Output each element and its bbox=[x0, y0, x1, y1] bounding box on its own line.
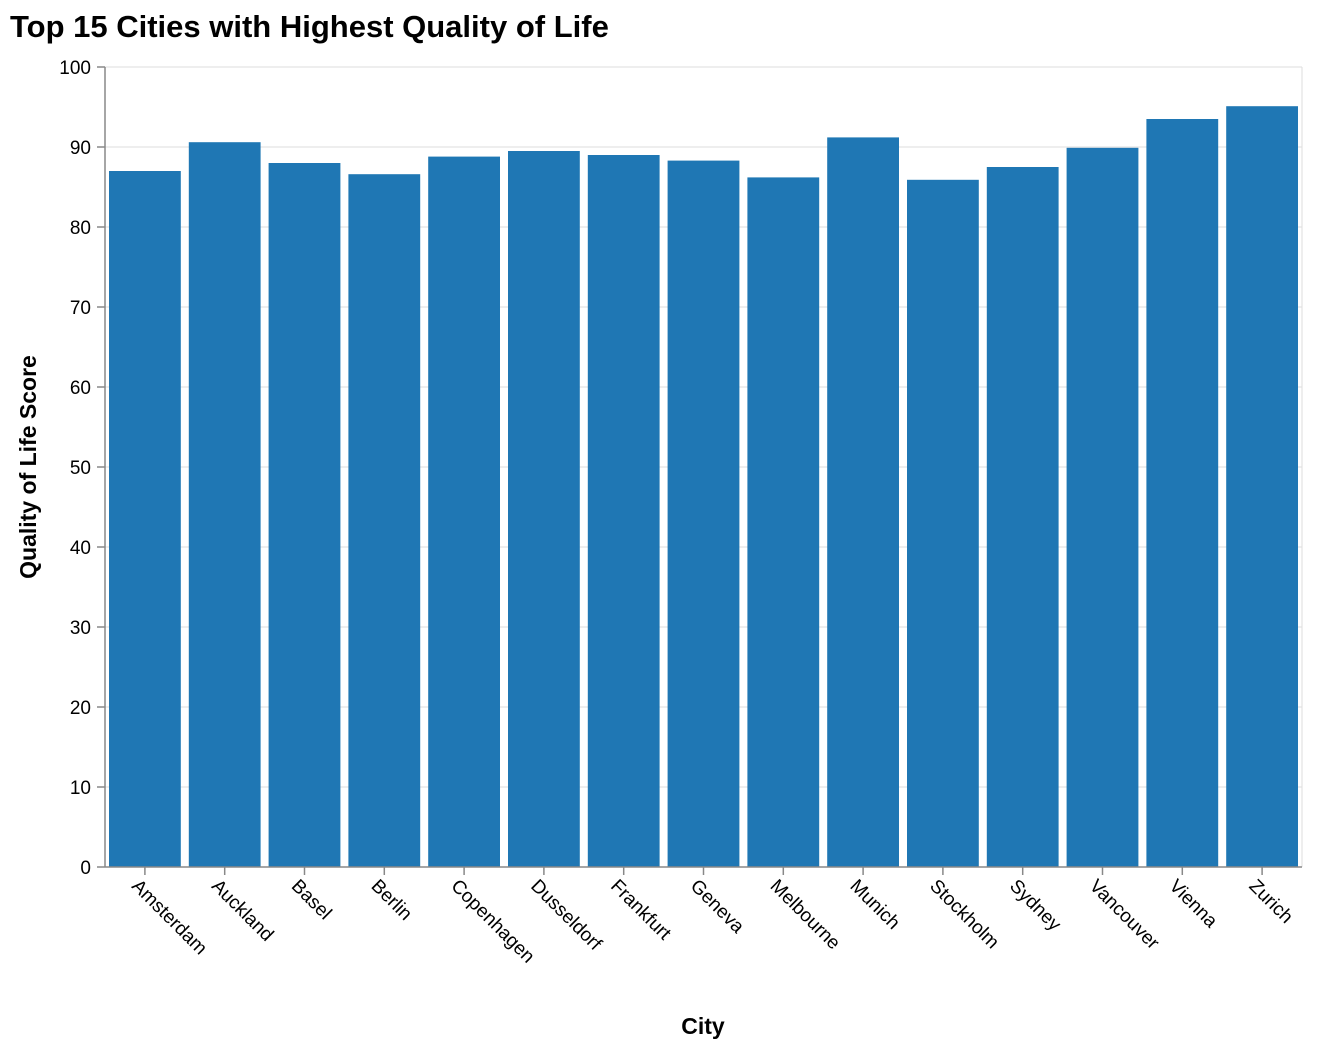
bar-amsterdam bbox=[109, 171, 181, 867]
bar-zurich bbox=[1226, 106, 1298, 867]
y-axis-title: Quality of Life Score bbox=[15, 355, 41, 579]
y-tick-label: 60 bbox=[70, 378, 91, 399]
x-tick-label: Munich bbox=[846, 876, 904, 934]
x-axis-title: City bbox=[681, 1013, 725, 1039]
y-tick-label: 20 bbox=[70, 698, 91, 719]
x-tick-label: Sydney bbox=[1005, 876, 1065, 936]
x-tick-label: Vienna bbox=[1165, 876, 1222, 933]
y-tick-label: 50 bbox=[70, 458, 91, 479]
x-tick-label: Melbourne bbox=[766, 876, 844, 954]
x-tick-label: Frankfurt bbox=[606, 876, 675, 945]
bar-dusseldorf bbox=[508, 151, 580, 867]
bar-melbourne bbox=[747, 177, 820, 867]
y-tick-label: 100 bbox=[59, 58, 91, 79]
x-tick-label: Auckland bbox=[207, 876, 277, 946]
y-tick-label: 40 bbox=[70, 538, 91, 559]
x-tick-label: Dusseldorf bbox=[526, 876, 606, 956]
x-tick-label: Berlin bbox=[367, 876, 416, 925]
y-tick-label: 80 bbox=[70, 218, 91, 239]
bar-stockholm bbox=[907, 179, 979, 868]
x-tick-label: Geneva bbox=[686, 876, 748, 938]
chart-title: Top 15 Cities with Highest Quality of Li… bbox=[10, 9, 609, 44]
bar-frankfurt bbox=[587, 155, 660, 867]
y-tick-label: 70 bbox=[70, 298, 91, 319]
y-tick-label: 10 bbox=[70, 778, 91, 799]
bars bbox=[109, 106, 1298, 868]
bar-basel bbox=[268, 163, 341, 867]
bar-auckland bbox=[188, 142, 261, 867]
x-tick-label: Copenhagen bbox=[447, 876, 539, 968]
bar-geneva bbox=[667, 160, 740, 868]
y-tick-label: 30 bbox=[70, 618, 91, 639]
x-tick-label: Basel bbox=[287, 876, 335, 924]
x-tick-label: Vancouver bbox=[1085, 876, 1164, 955]
bar-vancouver bbox=[1066, 147, 1139, 868]
bar-munich bbox=[827, 137, 899, 867]
y-tick-label: 0 bbox=[80, 858, 91, 879]
bar-sydney bbox=[986, 167, 1059, 867]
bar-vienna bbox=[1146, 119, 1219, 867]
bar-berlin bbox=[348, 174, 421, 867]
x-tick-label: Zurich bbox=[1245, 876, 1297, 928]
x-tick-label: Stockholm bbox=[925, 876, 1003, 954]
x-tick-label: Amsterdam bbox=[127, 876, 211, 960]
bar-copenhagen bbox=[428, 156, 500, 868]
y-tick-label: 90 bbox=[70, 138, 91, 159]
